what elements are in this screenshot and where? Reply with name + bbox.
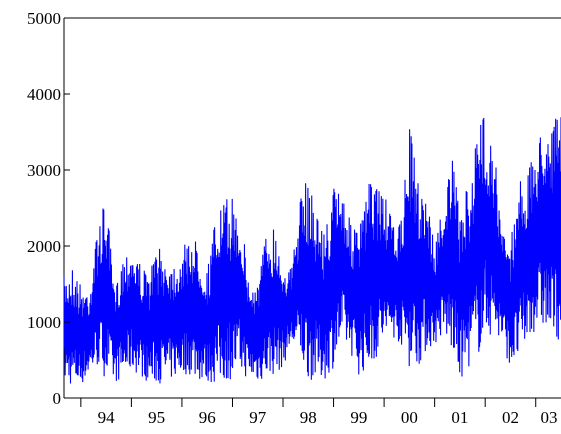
y-tick-label: 3000: [27, 161, 61, 180]
data-series-line: [63, 117, 561, 384]
y-tick-label: 4000: [27, 85, 61, 104]
y-tick-label: 5000: [27, 9, 61, 28]
x-tick-label: 03: [541, 408, 558, 427]
x-tick-label: 98: [300, 408, 317, 427]
y-tick-label: 0: [53, 389, 62, 408]
x-tick-label: 94: [98, 408, 116, 427]
axis-layer: 0 1000 2000 3000 4000 5000 94 95 96 97 98 99 00 01 02 0…: [27, 9, 558, 427]
x-tick-label: 02: [502, 408, 519, 427]
y-tick-label: 1000: [27, 313, 61, 332]
x-tick-label: 01: [451, 408, 468, 427]
x-tick-label: 97: [249, 408, 267, 427]
x-tick-label: 99: [350, 408, 367, 427]
series-layer: [63, 117, 561, 384]
x-tick-label: 96: [199, 408, 216, 427]
x-tick-label: 00: [401, 408, 418, 427]
y-tick-label: 2000: [27, 237, 61, 256]
x-tick-label: 95: [148, 408, 165, 427]
